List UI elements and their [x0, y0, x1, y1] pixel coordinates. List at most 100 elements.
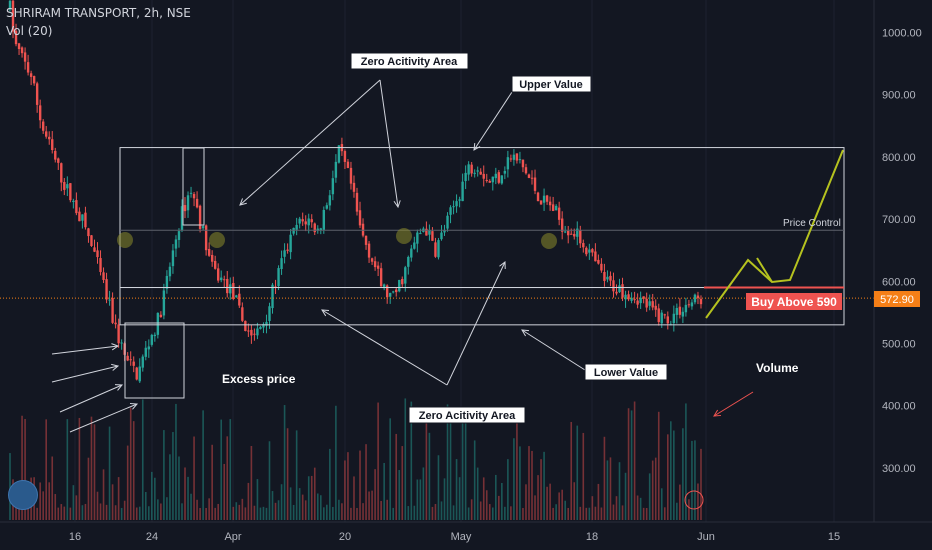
- volume-bar: [120, 507, 123, 520]
- candle-body: [467, 164, 470, 175]
- volume-bar: [700, 448, 702, 520]
- candle-body: [470, 164, 473, 174]
- candle-body: [189, 192, 193, 194]
- volume-bar: [244, 507, 247, 520]
- volume-bar: [597, 483, 600, 520]
- volume-bar: [398, 470, 401, 520]
- volume-bar: [238, 504, 241, 520]
- candle-body: [99, 258, 102, 272]
- volume-bar: [277, 500, 280, 520]
- volume-bar: [407, 506, 410, 520]
- volume-bar: [660, 488, 663, 520]
- price-control-marker: [209, 232, 225, 248]
- price-axis[interactable]: 1000.00 900.00 800.00 700.00 600.00 500.00 400…: [882, 28, 922, 475]
- volume-bar: [446, 404, 449, 520]
- volume-bar: [365, 444, 367, 520]
- volume-bar: [585, 507, 588, 520]
- volume-bar: [510, 506, 512, 520]
- volume-bar: [507, 459, 509, 520]
- volume-bar: [588, 507, 591, 520]
- svg-text:Upper Value: Upper Value: [519, 79, 583, 91]
- candle-body: [663, 314, 666, 316]
- volume-bar: [540, 459, 542, 520]
- candle-body: [180, 206, 184, 231]
- candle-body: [370, 258, 374, 262]
- annotation-lower-value: Lower Value: [584, 363, 668, 381]
- time-tick-label: May: [451, 531, 472, 543]
- candle-body: [54, 150, 57, 160]
- candle-body: [217, 268, 220, 281]
- volume-bar: [609, 457, 612, 520]
- candle-body: [156, 312, 160, 335]
- candle-body: [434, 242, 437, 257]
- candle-body: [105, 279, 108, 300]
- volume-bar: [419, 479, 422, 520]
- annotation-arrows: [51, 79, 754, 433]
- volume-bar: [416, 479, 419, 520]
- candle-body: [588, 249, 591, 253]
- candle-body: [307, 218, 310, 226]
- candle-body: [313, 223, 316, 233]
- volume-bar: [102, 469, 105, 520]
- volume-bar: [697, 483, 699, 520]
- volume-bar: [154, 477, 156, 520]
- lower-value-box: [119, 287, 845, 326]
- volume-bar: [295, 430, 298, 520]
- volume-bar: [422, 467, 425, 520]
- volume-bar: [648, 473, 651, 520]
- candle-body: [238, 293, 241, 306]
- volume-bar: [81, 505, 84, 520]
- candle-body: [404, 267, 407, 284]
- volume-bar: [208, 498, 210, 520]
- volume-bar: [132, 421, 135, 520]
- candle-body: [636, 300, 639, 305]
- candle-body: [168, 266, 172, 277]
- annotation-arrow: [521, 329, 586, 371]
- candle-body: [265, 321, 268, 326]
- volume-bar: [78, 417, 81, 520]
- candle-body: [14, 30, 18, 45]
- volume-bar: [522, 507, 524, 520]
- volume-bar: [567, 507, 570, 520]
- candle-body: [48, 136, 51, 140]
- volume-bar: [316, 493, 319, 520]
- candle-body: [630, 297, 633, 301]
- volume-bar: [657, 411, 660, 520]
- candle-body: [241, 307, 244, 321]
- volume-bar: [579, 506, 582, 520]
- volume-bar: [226, 436, 229, 520]
- price-tick-label: 600.00: [882, 276, 916, 288]
- volume-bar: [229, 419, 232, 520]
- candle-body: [573, 233, 576, 237]
- annotation-arrowhead: [713, 409, 722, 417]
- volume-bar: [190, 493, 192, 520]
- tradingview-logo-icon[interactable]: [8, 480, 38, 510]
- candle-body: [548, 201, 552, 206]
- candle-body: [494, 173, 497, 179]
- volume-bar: [591, 496, 594, 520]
- candle-body: [141, 356, 144, 368]
- price-tick-label: 500.00: [882, 339, 916, 351]
- volume-bar: [467, 507, 470, 520]
- time-axis[interactable]: 16 24 Apr 20 May 18 Jun 15: [69, 531, 840, 543]
- volume-bar: [93, 424, 96, 520]
- candle-body: [512, 154, 516, 160]
- volume-bar: [69, 507, 72, 520]
- volume-bar: [618, 462, 621, 520]
- candle-body: [675, 308, 679, 315]
- volume-bar: [335, 405, 337, 520]
- volume-bar: [452, 505, 455, 520]
- candle-body: [153, 334, 157, 337]
- volume-bar: [123, 500, 126, 520]
- time-tick-label: Apr: [224, 531, 241, 543]
- candle-body: [690, 302, 694, 307]
- candle-body: [17, 43, 21, 50]
- volume-bar: [250, 445, 253, 520]
- volume-bar: [265, 507, 268, 520]
- candle-body: [84, 212, 87, 228]
- volume-bar: [217, 503, 219, 520]
- annotation-arrow: [59, 384, 123, 413]
- candle-body: [491, 176, 494, 183]
- candle-body: [645, 298, 648, 308]
